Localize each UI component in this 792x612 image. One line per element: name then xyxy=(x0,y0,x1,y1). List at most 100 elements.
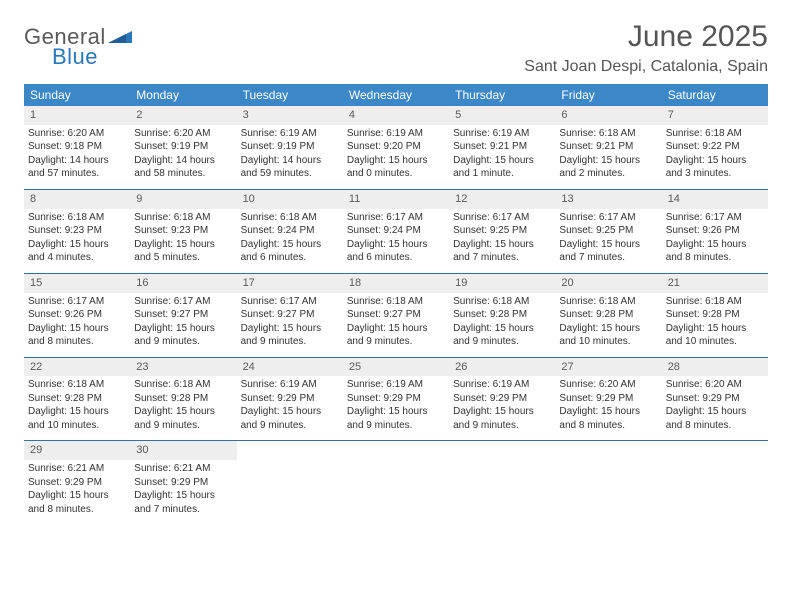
day-cell xyxy=(662,441,768,524)
daylight-text: Daylight: 15 hours xyxy=(28,405,126,419)
day-cell: 8Sunrise: 6:18 AMSunset: 9:23 PMDaylight… xyxy=(24,190,130,273)
month-title: June 2025 xyxy=(524,20,768,54)
daylight-text: Daylight: 14 hours xyxy=(241,154,339,168)
daylight-text: and 4 minutes. xyxy=(28,251,126,265)
sunset-text: Sunset: 9:27 PM xyxy=(134,308,232,322)
sunset-text: Sunset: 9:22 PM xyxy=(666,140,764,154)
daylight-text: and 6 minutes. xyxy=(347,251,445,265)
daylight-text: Daylight: 15 hours xyxy=(666,238,764,252)
daylight-text: and 7 minutes. xyxy=(134,503,232,517)
sunrise-text: Sunrise: 6:17 AM xyxy=(134,295,232,309)
day-number: 13 xyxy=(555,190,661,209)
day-number: 18 xyxy=(343,274,449,293)
sunset-text: Sunset: 9:26 PM xyxy=(28,308,126,322)
sunrise-text: Sunrise: 6:18 AM xyxy=(559,127,657,141)
day-number: 19 xyxy=(449,274,555,293)
daylight-text: and 9 minutes. xyxy=(134,335,232,349)
daylight-text: Daylight: 15 hours xyxy=(241,238,339,252)
daylight-text: and 5 minutes. xyxy=(134,251,232,265)
daylight-text: Daylight: 15 hours xyxy=(134,238,232,252)
sunrise-text: Sunrise: 6:18 AM xyxy=(28,378,126,392)
day-cell: 6Sunrise: 6:18 AMSunset: 9:21 PMDaylight… xyxy=(555,106,661,189)
day-cell: 22Sunrise: 6:18 AMSunset: 9:28 PMDayligh… xyxy=(24,358,130,441)
day-number: 9 xyxy=(130,190,236,209)
day-cell: 5Sunrise: 6:19 AMSunset: 9:21 PMDaylight… xyxy=(449,106,555,189)
day-cell: 1Sunrise: 6:20 AMSunset: 9:18 PMDaylight… xyxy=(24,106,130,189)
daylight-text: and 0 minutes. xyxy=(347,167,445,181)
day-number: 29 xyxy=(24,441,130,460)
day-cell: 11Sunrise: 6:17 AMSunset: 9:24 PMDayligh… xyxy=(343,190,449,273)
weekday-header: Saturday xyxy=(662,84,768,106)
sunset-text: Sunset: 9:29 PM xyxy=(453,392,551,406)
daylight-text: Daylight: 15 hours xyxy=(347,322,445,336)
day-cell: 7Sunrise: 6:18 AMSunset: 9:22 PMDaylight… xyxy=(662,106,768,189)
day-cell: 3Sunrise: 6:19 AMSunset: 9:19 PMDaylight… xyxy=(237,106,343,189)
sunset-text: Sunset: 9:28 PM xyxy=(28,392,126,406)
weekday-header: Sunday xyxy=(24,84,130,106)
sunset-text: Sunset: 9:21 PM xyxy=(559,140,657,154)
daylight-text: and 3 minutes. xyxy=(666,167,764,181)
daylight-text: and 10 minutes. xyxy=(28,419,126,433)
daylight-text: and 9 minutes. xyxy=(347,335,445,349)
sunrise-text: Sunrise: 6:18 AM xyxy=(241,211,339,225)
sunrise-text: Sunrise: 6:19 AM xyxy=(241,127,339,141)
day-number: 11 xyxy=(343,190,449,209)
sunrise-text: Sunrise: 6:19 AM xyxy=(347,378,445,392)
sunrise-text: Sunrise: 6:21 AM xyxy=(28,462,126,476)
day-number: 14 xyxy=(662,190,768,209)
sunset-text: Sunset: 9:28 PM xyxy=(559,308,657,322)
daylight-text: and 7 minutes. xyxy=(559,251,657,265)
day-cell: 23Sunrise: 6:18 AMSunset: 9:28 PMDayligh… xyxy=(130,358,236,441)
day-cell: 21Sunrise: 6:18 AMSunset: 9:28 PMDayligh… xyxy=(662,274,768,357)
day-cell: 12Sunrise: 6:17 AMSunset: 9:25 PMDayligh… xyxy=(449,190,555,273)
sunrise-text: Sunrise: 6:18 AM xyxy=(666,127,764,141)
sunrise-text: Sunrise: 6:19 AM xyxy=(347,127,445,141)
weekday-header: Thursday xyxy=(449,84,555,106)
sunrise-text: Sunrise: 6:19 AM xyxy=(241,378,339,392)
day-number: 6 xyxy=(555,106,661,125)
weekday-header-row: Sunday Monday Tuesday Wednesday Thursday… xyxy=(24,84,768,106)
day-cell: 4Sunrise: 6:19 AMSunset: 9:20 PMDaylight… xyxy=(343,106,449,189)
sunrise-text: Sunrise: 6:18 AM xyxy=(134,378,232,392)
day-number: 23 xyxy=(130,358,236,377)
day-number: 16 xyxy=(130,274,236,293)
daylight-text: and 8 minutes. xyxy=(28,503,126,517)
daylight-text: Daylight: 15 hours xyxy=(559,322,657,336)
day-cell: 2Sunrise: 6:20 AMSunset: 9:19 PMDaylight… xyxy=(130,106,236,189)
daylight-text: and 9 minutes. xyxy=(241,419,339,433)
sunset-text: Sunset: 9:29 PM xyxy=(134,476,232,490)
daylight-text: and 58 minutes. xyxy=(134,167,232,181)
daylight-text: and 9 minutes. xyxy=(453,419,551,433)
daylight-text: and 57 minutes. xyxy=(28,167,126,181)
sunset-text: Sunset: 9:28 PM xyxy=(453,308,551,322)
day-cell: 29Sunrise: 6:21 AMSunset: 9:29 PMDayligh… xyxy=(24,441,130,524)
sunset-text: Sunset: 9:28 PM xyxy=(134,392,232,406)
weeks-container: 1Sunrise: 6:20 AMSunset: 9:18 PMDaylight… xyxy=(24,106,768,524)
week-row: 22Sunrise: 6:18 AMSunset: 9:28 PMDayligh… xyxy=(24,358,768,442)
daylight-text: and 59 minutes. xyxy=(241,167,339,181)
sunset-text: Sunset: 9:29 PM xyxy=(28,476,126,490)
day-number: 30 xyxy=(130,441,236,460)
sunrise-text: Sunrise: 6:18 AM xyxy=(666,295,764,309)
daylight-text: Daylight: 15 hours xyxy=(453,405,551,419)
daylight-text: Daylight: 15 hours xyxy=(559,405,657,419)
sunset-text: Sunset: 9:28 PM xyxy=(666,308,764,322)
day-cell: 18Sunrise: 6:18 AMSunset: 9:27 PMDayligh… xyxy=(343,274,449,357)
daylight-text: and 8 minutes. xyxy=(666,251,764,265)
sunset-text: Sunset: 9:25 PM xyxy=(453,224,551,238)
sunset-text: Sunset: 9:24 PM xyxy=(241,224,339,238)
week-row: 8Sunrise: 6:18 AMSunset: 9:23 PMDaylight… xyxy=(24,190,768,274)
weekday-header: Friday xyxy=(555,84,661,106)
daylight-text: Daylight: 15 hours xyxy=(453,154,551,168)
day-cell: 28Sunrise: 6:20 AMSunset: 9:29 PMDayligh… xyxy=(662,358,768,441)
sunset-text: Sunset: 9:25 PM xyxy=(559,224,657,238)
sunrise-text: Sunrise: 6:17 AM xyxy=(666,211,764,225)
day-cell xyxy=(555,441,661,524)
day-cell: 20Sunrise: 6:18 AMSunset: 9:28 PMDayligh… xyxy=(555,274,661,357)
daylight-text: Daylight: 14 hours xyxy=(134,154,232,168)
sunrise-text: Sunrise: 6:17 AM xyxy=(559,211,657,225)
sunrise-text: Sunrise: 6:18 AM xyxy=(28,211,126,225)
daylight-text: and 1 minute. xyxy=(453,167,551,181)
sunset-text: Sunset: 9:20 PM xyxy=(347,140,445,154)
sunrise-text: Sunrise: 6:20 AM xyxy=(559,378,657,392)
